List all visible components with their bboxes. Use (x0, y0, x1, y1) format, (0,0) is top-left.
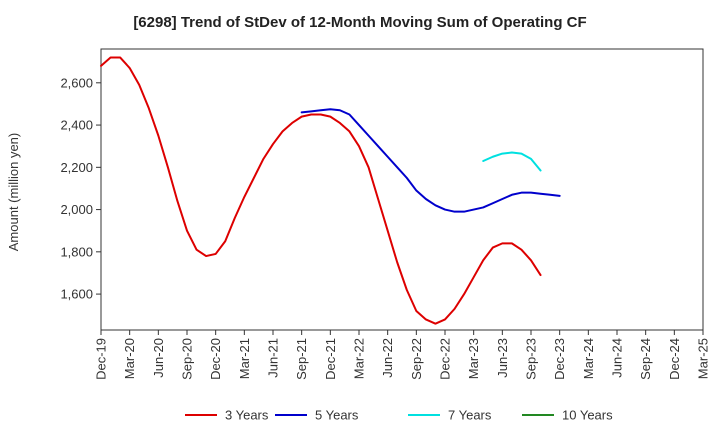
x-tick-label: Mar-20 (122, 338, 137, 379)
legend: 3 Years 5 Years 7 Years 10 Years (185, 408, 613, 423)
series-line-3-years (100, 56, 542, 325)
legend-label: 10 Years (562, 408, 613, 423)
series-line-7-years (482, 151, 542, 172)
y-tick-label: 1,800 (60, 244, 93, 259)
plot-area-frame (100, 48, 704, 331)
series-group (100, 56, 561, 325)
y-axis-label: Amount (million yen) (6, 133, 21, 252)
legend-label: 5 Years (315, 408, 359, 423)
x-tick-label: Mar-22 (352, 338, 367, 379)
x-tick-label: Jun-21 (266, 338, 281, 378)
x-axis: Dec-19 Mar-20 Jun-20 Sep-20 Dec-20 Mar-21 Jun-… (94, 330, 711, 380)
x-tick-label: Dec-22 (438, 338, 453, 380)
x-tick-label: Mar-21 (237, 338, 252, 379)
series-line-5-years (300, 108, 561, 213)
y-tick-label: 2,200 (60, 160, 93, 175)
y-tick-label: 2,600 (60, 75, 93, 90)
x-tick-label: Jun-22 (380, 338, 395, 378)
x-tick-label: Jun-20 (151, 338, 166, 378)
x-tick-label: Jun-24 (610, 338, 625, 378)
x-tick-label: Dec-24 (667, 338, 682, 380)
x-tick-label: Dec-23 (552, 338, 567, 380)
x-tick-label: Jun-23 (495, 338, 510, 378)
x-tick-label: Sep-24 (638, 338, 653, 380)
chart-title: [6298] Trend of StDev of 12-Month Moving… (133, 14, 586, 31)
x-tick-label: Sep-21 (294, 338, 309, 380)
y-tick-label: 2,400 (60, 118, 93, 133)
x-tick-label: Mar-23 (466, 338, 481, 379)
x-tick-label: Mar-24 (581, 338, 596, 379)
x-tick-label: Sep-22 (409, 338, 424, 380)
x-tick-label: Dec-21 (323, 338, 338, 380)
y-tick-label: 1,600 (60, 287, 93, 302)
x-tick-label: Sep-23 (524, 338, 539, 380)
y-tick-label: 2,000 (60, 202, 93, 217)
x-tick-label: Mar-25 (696, 338, 711, 379)
legend-label: 7 Years (448, 408, 492, 423)
y-axis: 1,600 1,800 2,000 2,200 2,400 2,600 (60, 75, 101, 302)
legend-label: 3 Years (225, 408, 269, 423)
x-tick-label: Sep-20 (180, 338, 195, 380)
x-tick-label: Dec-20 (208, 338, 223, 380)
x-tick-label: Dec-19 (94, 338, 109, 380)
